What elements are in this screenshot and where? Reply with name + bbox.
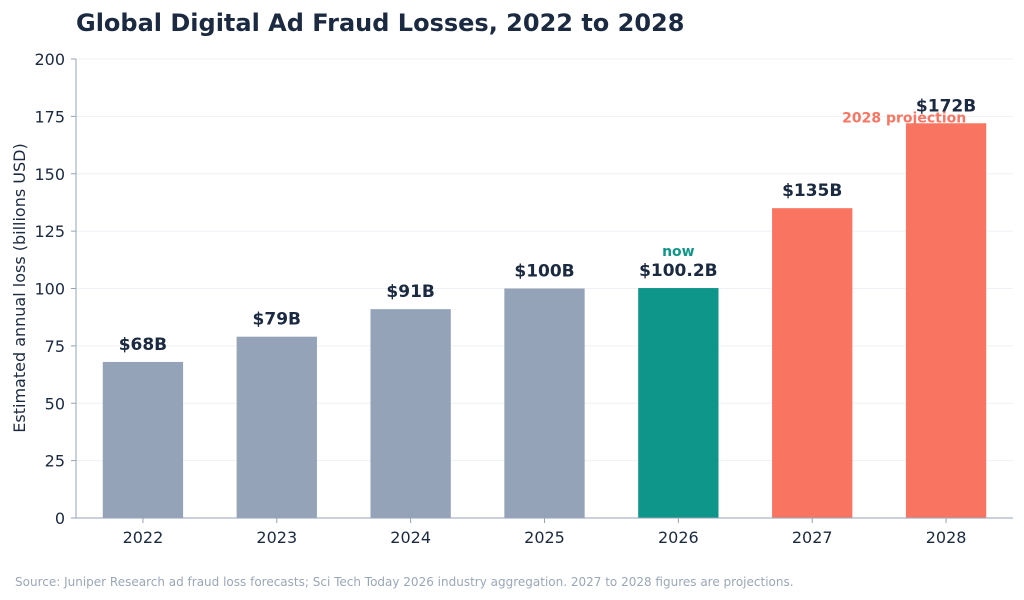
- data-label: $172B: [916, 96, 976, 116]
- bar-2023: [236, 336, 317, 518]
- bars: [102, 123, 987, 519]
- data-label: $68B: [119, 335, 167, 355]
- annotations: now 2028 projection: [662, 110, 966, 260]
- y-axis-label: Estimated annual loss (billions USD): [10, 143, 29, 432]
- x-tick-label: 2025: [524, 528, 565, 547]
- data-label: $100B: [514, 262, 574, 282]
- y-tick-label: 50: [45, 394, 65, 413]
- annotation-2028: 2028 projection: [842, 110, 966, 126]
- y-tick-label: 75: [45, 337, 65, 356]
- annotation-2026: now: [662, 244, 695, 260]
- y-tick-label: 125: [34, 222, 65, 241]
- ticks: 0 25 50 75 100 125 150 175 200 2022 2023 2024 2025 20…: [34, 50, 966, 547]
- bar-2022: [102, 361, 184, 518]
- y-tick-label: 150: [34, 165, 65, 184]
- bar-2027: [772, 208, 853, 519]
- x-tick-label: 2027: [792, 528, 833, 547]
- y-tick-label: 0: [55, 509, 65, 528]
- source-note: Source: Juniper Research ad fraud loss f…: [15, 575, 794, 589]
- x-tick-label: 2022: [123, 528, 164, 547]
- bar-2026: [638, 288, 719, 518]
- y-tick-label: 200: [34, 50, 65, 69]
- data-label: $135B: [782, 181, 842, 201]
- y-tick-label: 175: [34, 107, 65, 126]
- x-tick-label: 2023: [256, 528, 297, 547]
- data-label: $100.2B: [639, 261, 718, 281]
- bar-2024: [370, 309, 451, 518]
- x-tick-label: 2028: [926, 528, 967, 547]
- data-label: $79B: [253, 310, 301, 330]
- bar-2025: [504, 288, 585, 518]
- y-tick-label: 25: [45, 452, 65, 471]
- chart-title: Global Digital Ad Fraud Losses, 2022 to …: [76, 9, 684, 37]
- data-label: $91B: [386, 282, 434, 302]
- x-tick-label: 2026: [658, 528, 699, 547]
- x-tick-label: 2024: [390, 528, 431, 547]
- bar-2028: [905, 123, 987, 518]
- y-tick-label: 100: [34, 280, 65, 299]
- data-labels: $68B $79B $91B $100B $100.2B $135B $172B: [119, 96, 977, 355]
